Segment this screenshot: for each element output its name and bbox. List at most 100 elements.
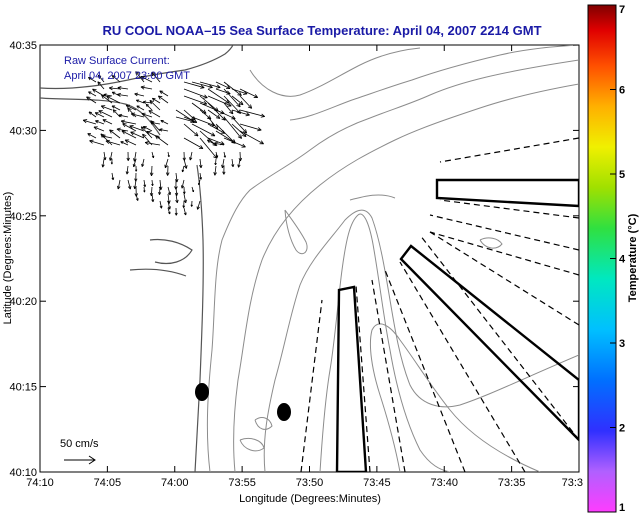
y-axis-ticks: 40:35 40:30 40:25 40:20 40:15 40:10 xyxy=(9,40,579,479)
current-vector xyxy=(183,88,208,99)
current-label-line1: Raw Surface Current: xyxy=(64,55,170,67)
current-vector xyxy=(141,158,145,167)
current-vector xyxy=(136,99,145,104)
current-vector xyxy=(199,81,221,89)
colorbar-tick-label: 6 xyxy=(619,85,625,97)
current-vector xyxy=(199,172,203,180)
current-vector xyxy=(141,112,153,118)
current-vector xyxy=(183,207,187,216)
current-vector xyxy=(183,81,205,89)
current-vector xyxy=(112,109,121,118)
current-vector xyxy=(151,151,155,159)
current-vector xyxy=(237,158,241,168)
current-vector xyxy=(140,76,153,83)
current-vector xyxy=(116,179,121,190)
current-vector xyxy=(97,81,105,90)
current-vector xyxy=(132,158,137,168)
current-vector xyxy=(89,139,105,146)
current-vector xyxy=(130,131,145,139)
current-vector xyxy=(239,88,259,98)
colorbar-tick-label: 3 xyxy=(619,338,625,350)
current-vector xyxy=(231,95,244,106)
colorbar-label: Temperature (°C) xyxy=(627,213,639,302)
current-vector xyxy=(155,135,169,146)
colorbar-tick-label: 4 xyxy=(619,254,626,266)
current-vector xyxy=(126,151,130,161)
current-vector xyxy=(215,151,219,158)
current-vector xyxy=(105,139,121,146)
x-tick-label: 74:10 xyxy=(26,477,54,489)
x-axis-ticks: 74:10 74:05 74:00 73:55 73:50 73:45 73:40 73:35… xyxy=(26,45,583,489)
y-tick-label: 40:25 xyxy=(9,211,37,223)
map-content xyxy=(40,45,579,472)
current-vector xyxy=(223,116,242,139)
current-vector xyxy=(197,179,201,186)
plot-frame xyxy=(39,44,580,473)
current-vector xyxy=(111,105,121,111)
current-vector xyxy=(180,179,185,189)
y-tick-label: 40:35 xyxy=(9,40,37,52)
x-tick-label: 73:40 xyxy=(430,477,458,489)
current-vector xyxy=(175,193,179,204)
coastline xyxy=(40,45,234,472)
current-vector xyxy=(146,130,161,139)
colorbar-tick-label: 1 xyxy=(619,502,625,514)
colorbar-tick-label: 2 xyxy=(619,423,625,435)
x-tick-label: 74:00 xyxy=(161,477,189,489)
current-vector xyxy=(98,110,113,118)
current-vector xyxy=(231,116,248,134)
bathymetry-contours xyxy=(206,45,579,472)
x-tick-label: 73:3 xyxy=(562,477,583,489)
current-vector xyxy=(223,102,234,115)
current-vector xyxy=(183,158,188,169)
current-vector xyxy=(140,126,153,139)
current-vector xyxy=(207,109,221,119)
current-vector xyxy=(159,128,169,132)
x-tick-label: 73:35 xyxy=(498,477,526,489)
current-vector xyxy=(111,75,121,83)
current-vector xyxy=(86,96,97,104)
current-vector xyxy=(150,120,161,132)
colorbar-tick-label: 7 xyxy=(619,4,625,16)
current-vector xyxy=(134,165,138,172)
current-vector xyxy=(109,151,113,161)
current-vector xyxy=(181,165,185,173)
current-vector xyxy=(121,130,137,139)
current-vector xyxy=(140,85,153,90)
current-vector xyxy=(145,103,153,111)
current-vector xyxy=(183,137,204,149)
current-vector xyxy=(97,74,105,83)
current-vector xyxy=(94,112,105,118)
current-vector xyxy=(221,158,225,169)
current-vector xyxy=(149,100,161,111)
current-vector xyxy=(182,200,186,208)
current-vector xyxy=(82,119,97,125)
current-vector xyxy=(167,207,171,215)
current-vector xyxy=(88,76,97,83)
current-vector xyxy=(239,123,262,132)
current-vector xyxy=(190,200,193,207)
current-vector xyxy=(117,86,129,90)
y-tick-label: 40:10 xyxy=(9,467,37,479)
current-vector xyxy=(239,109,265,118)
current-vector xyxy=(199,158,203,169)
colorbar-tick-label: 5 xyxy=(619,169,625,181)
current-vector xyxy=(239,130,264,145)
current-vector xyxy=(116,127,129,132)
current-vector xyxy=(100,105,113,111)
current-vector xyxy=(183,123,199,137)
current-vector xyxy=(167,186,172,196)
current-vector xyxy=(222,165,226,175)
current-vector xyxy=(183,116,198,124)
current-vector xyxy=(117,92,129,97)
current-vector xyxy=(231,158,235,168)
current-vector xyxy=(127,179,132,190)
x-axis-label: Longitude (Degrees:Minutes) xyxy=(239,493,381,505)
current-vector xyxy=(191,81,213,89)
current-vector xyxy=(191,186,195,193)
current-vector xyxy=(151,71,161,83)
current-vector xyxy=(151,179,154,186)
current-vector xyxy=(223,137,246,148)
current-vector xyxy=(207,95,232,107)
current-vector xyxy=(191,123,216,137)
